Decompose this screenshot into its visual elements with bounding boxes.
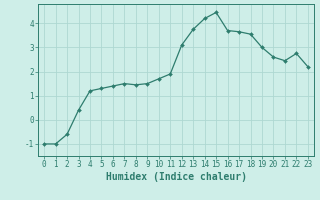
X-axis label: Humidex (Indice chaleur): Humidex (Indice chaleur) [106, 172, 246, 182]
